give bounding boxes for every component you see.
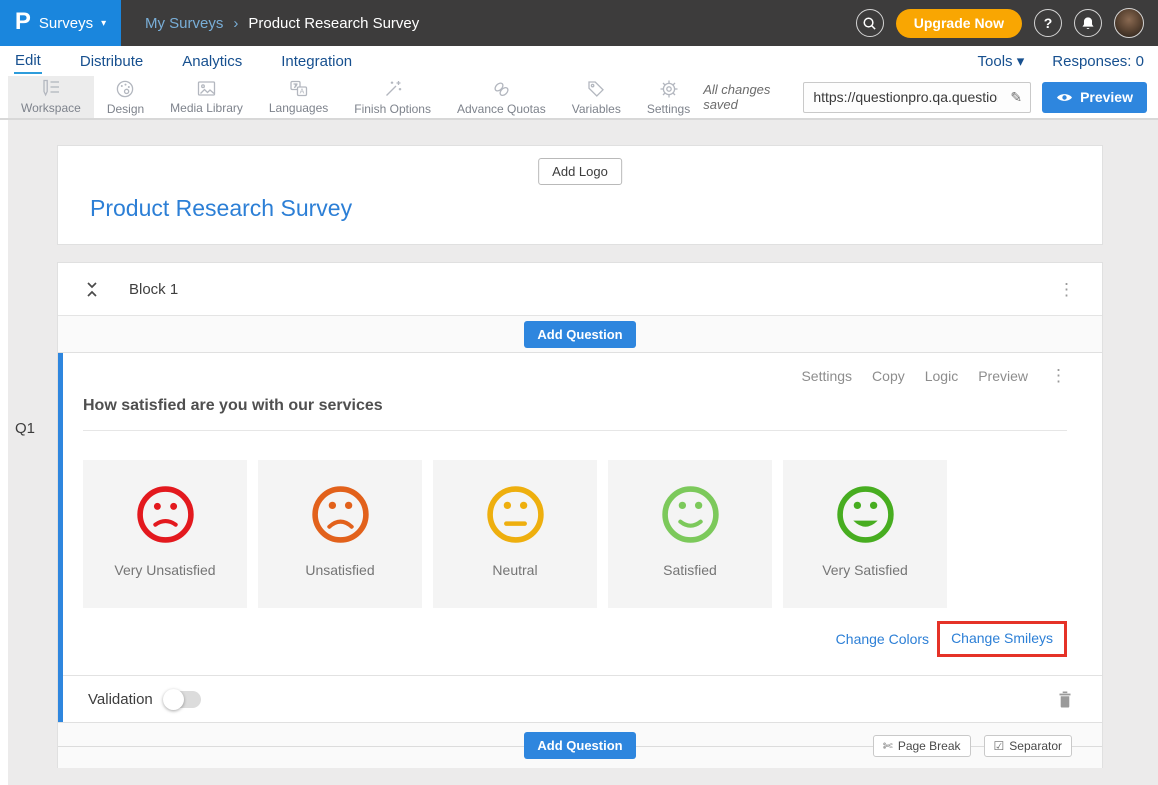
question-text-underline [83, 430, 1067, 431]
survey-url-input[interactable] [804, 89, 1003, 105]
survey-title[interactable]: Product Research Survey [90, 195, 353, 221]
validation-row: Validation [63, 675, 1102, 722]
questionpro-logo-icon: P [14, 8, 31, 35]
delete-question-button[interactable] [1058, 691, 1072, 708]
smiley-satisfied-icon [661, 486, 719, 543]
product-switcher[interactable]: P Surveys ▾ [0, 0, 121, 46]
smiley-options-row: Very Unsatisfied Unsatisfied Neutral Sat… [83, 460, 1067, 608]
add-question-button-bottom[interactable]: Add Question [524, 732, 636, 759]
question-number-label: Q1 [15, 420, 36, 437]
tab-analytics[interactable]: Analytics [182, 52, 243, 70]
add-question-strip-bottom: Add Question ✄ Page Break ☑ Separator [58, 722, 1102, 768]
trash-icon [1059, 691, 1071, 707]
collapse-block-button[interactable] [85, 281, 99, 298]
page-break-button[interactable]: ✄ Page Break [872, 734, 971, 757]
change-colors-link[interactable]: Change Colors [835, 631, 930, 647]
image-icon [197, 81, 216, 96]
option-neutral[interactable]: Neutral [433, 460, 597, 608]
app-header: P Surveys ▾ My Surveys › Product Researc… [0, 0, 1158, 46]
add-question-button-top[interactable]: Add Question [524, 320, 636, 348]
translate-icon: A [290, 80, 308, 97]
change-smileys-highlight-box: Change Smileys [937, 621, 1067, 657]
survey-nav: Edit Distribute Analytics Integration To… [0, 46, 1158, 76]
svg-text:A: A [300, 89, 305, 96]
question-copy-link[interactable]: Copy [872, 367, 905, 384]
scissors-icon: ✄ [882, 738, 893, 753]
preview-button[interactable]: Preview [1042, 81, 1147, 113]
question-settings-link[interactable]: Settings [801, 367, 853, 384]
separator-button[interactable]: ☑ Separator [983, 734, 1072, 757]
toolbar-item-languages[interactable]: A Languages [256, 76, 341, 118]
palette-icon [117, 80, 134, 97]
tab-distribute[interactable]: Distribute [79, 52, 144, 70]
smiley-unsatisfied-icon [311, 486, 369, 543]
smiley-very-unsatisfied-icon [136, 486, 194, 543]
tab-integration[interactable]: Integration [281, 52, 353, 70]
smiley-very-satisfied-icon [836, 486, 894, 543]
links-icon [494, 81, 509, 96]
edit-url-pencil-icon[interactable]: ✎ [1010, 88, 1023, 105]
gear-icon [660, 80, 678, 97]
caret-down-icon: ▾ [101, 17, 107, 29]
toolbar-item-media-library[interactable]: Media Library [157, 76, 256, 118]
save-status: All changes saved [703, 82, 771, 112]
toolbar-item-design[interactable]: Design [94, 76, 157, 118]
toolbar-item-finish-options[interactable]: Finish Options [341, 76, 444, 118]
upgrade-now-button[interactable]: Upgrade Now [895, 8, 1022, 38]
search-icon [863, 17, 876, 30]
option-unsatisfied[interactable]: Unsatisfied [258, 460, 422, 608]
toolbar-item-advance-quotas[interactable]: Advance Quotas [444, 76, 559, 118]
tag-icon [588, 80, 605, 97]
tools-dropdown[interactable]: Tools ▾ [977, 53, 1025, 70]
breadcrumb-my-surveys[interactable]: My Surveys [145, 14, 224, 32]
question-preview-link[interactable]: Preview [978, 367, 1028, 384]
question-logic-link[interactable]: Logic [924, 367, 959, 384]
question-text[interactable]: How satisfied are you with our services [83, 397, 383, 414]
eye-icon [1057, 93, 1073, 101]
option-very-satisfied[interactable]: Very Satisfied [783, 460, 947, 608]
question-menu-kebab[interactable]: ⋮ [1050, 366, 1067, 385]
toggle-knob [162, 688, 184, 710]
block-card: Block 1 ⋮ Add Question Settings Copy Log… [57, 262, 1103, 768]
block-header: Block 1 ⋮ [58, 263, 1102, 316]
notifications-button[interactable] [1074, 9, 1102, 37]
caret-down-icon: ▾ [1016, 53, 1025, 70]
responses-count[interactable]: Responses: 0 [1052, 52, 1144, 70]
smiley-neutral-icon [486, 486, 544, 543]
question-card: Settings Copy Logic Preview ⋮ How satisf… [58, 353, 1102, 722]
collapse-icon [87, 281, 97, 297]
block-menu-kebab[interactable]: ⋮ [1058, 279, 1075, 299]
survey-header-card: Add Logo Product Research Survey [57, 145, 1103, 245]
product-name: Surveys [38, 14, 94, 32]
toolbar-item-variables[interactable]: Variables [559, 76, 634, 118]
change-links-row: Change Colors Change Smileys [83, 621, 1067, 657]
checkbox-icon: ☑ [993, 738, 1005, 753]
wand-icon [385, 80, 401, 96]
help-button[interactable]: ? [1034, 9, 1062, 37]
workspace-icon [43, 79, 60, 97]
bell-icon [1082, 16, 1094, 29]
question-mark-icon: ? [1043, 15, 1053, 31]
question-actions: Settings Copy Logic Preview ⋮ [83, 367, 1067, 384]
breadcrumb-current-survey: Product Research Survey [248, 14, 420, 32]
survey-url-box: ✎ [803, 81, 1032, 113]
chevron-right-icon: › [233, 14, 239, 32]
tab-edit[interactable]: Edit [14, 49, 42, 74]
left-edge-strip [0, 120, 8, 785]
toolbar-item-settings[interactable]: Settings [634, 76, 703, 118]
option-very-unsatisfied[interactable]: Very Unsatisfied [83, 460, 247, 608]
validation-label: Validation [88, 690, 153, 708]
user-avatar[interactable] [1114, 8, 1144, 38]
breadcrumb: My Surveys › Product Research Survey [145, 15, 419, 32]
change-smileys-link[interactable]: Change Smileys [951, 630, 1053, 646]
search-button[interactable] [855, 9, 884, 37]
toolbar-item-workspace[interactable]: Workspace [8, 76, 94, 118]
validation-toggle[interactable] [162, 688, 201, 710]
add-logo-button[interactable]: Add Logo [538, 158, 622, 185]
add-question-strip-top: Add Question [58, 316, 1102, 353]
option-satisfied[interactable]: Satisfied [608, 460, 772, 608]
block-title: Block 1 [129, 280, 179, 298]
editor-toolbar: Workspace Design Media Library A Languag… [0, 76, 1158, 120]
